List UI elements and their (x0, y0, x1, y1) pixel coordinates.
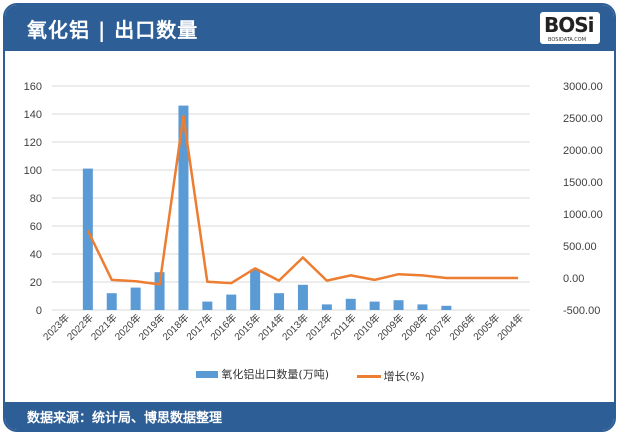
bosi-logo: BOSi BOSIDATA.COM (540, 12, 600, 44)
left-tick-label: 0 (36, 305, 42, 317)
bar (297, 284, 308, 310)
line-series (86, 114, 518, 286)
bar (441, 305, 452, 310)
footer-bar: 数据来源：统计局、博思数据整理 (5, 402, 614, 430)
bar-swatch-icon (196, 370, 219, 378)
right-tick-label: 500.00 (563, 241, 597, 253)
line-swatch-icon (356, 374, 381, 378)
x-tick-label: 2004年 (494, 311, 526, 343)
left-tick-label: 80 (30, 193, 42, 205)
bar (274, 293, 285, 310)
bar (226, 294, 237, 310)
legend-item-bar: 氧化铝出口数量(万吨) (196, 366, 329, 382)
left-axis-ticks: 0 20 40 60 80 100 120 140 160 (24, 81, 42, 317)
logo-subtext: BOSIDATA.COM (548, 37, 587, 43)
left-tick-label: 160 (24, 81, 42, 93)
legend: 氧化铝出口数量(万吨) 增长(%) (0, 366, 621, 384)
bar (130, 287, 141, 310)
x-tick-label: 2012年 (303, 311, 335, 343)
bar (154, 272, 165, 310)
right-tick-label: 1000.00 (563, 209, 603, 221)
x-axis-labels: 2023年2022年2021年2020年2019年2018年2017年2016年… (40, 311, 526, 343)
growth-line (86, 114, 518, 286)
bar (250, 269, 261, 310)
bar (82, 168, 93, 310)
bar (321, 304, 332, 310)
bar (393, 300, 404, 310)
header-bar: 氧化铝 | 出口数量 BOSi BOSIDATA.COM (5, 5, 614, 51)
bar (345, 298, 356, 310)
left-tick-label: 100 (24, 165, 42, 177)
right-tick-label: 0.00 (563, 273, 584, 285)
legend-line-label: 增长(%) (383, 370, 425, 383)
bar (106, 293, 117, 310)
right-axis-ticks: -500.00 0.00 500.00 1000.00 1500.00 2000.00 25… (563, 81, 603, 317)
left-tick-label: 40 (30, 249, 42, 261)
chart-title: 氧化铝 | 出口数量 (27, 18, 199, 42)
bar (178, 105, 189, 310)
logo-text: BOSi (544, 13, 595, 37)
right-tick-label: 2000.00 (563, 145, 603, 157)
bar-series (82, 105, 452, 310)
chart-card: 氧化铝 | 出口数量 BOSi BOSIDATA.COM 数据来源：统计局、博思… (3, 3, 616, 432)
left-tick-label: 20 (30, 277, 42, 289)
left-tick-label: 60 (30, 221, 42, 233)
data-source-text: 数据来源：统计局、博思数据整理 (27, 411, 223, 426)
left-tick-label: 140 (24, 109, 42, 121)
bar (369, 301, 380, 310)
right-tick-label: 2500.00 (563, 113, 603, 125)
left-tick-label: 120 (24, 137, 42, 149)
gridlines (52, 85, 530, 311)
legend-item-line: 增长(%) (356, 368, 425, 384)
bar (417, 304, 428, 310)
legend-bar-label: 氧化铝出口数量(万吨) (221, 368, 330, 381)
right-tick-label: 3000.00 (563, 81, 603, 93)
right-tick-label: -500.00 (563, 305, 600, 317)
right-tick-label: 1500.00 (563, 177, 603, 189)
bar (202, 301, 213, 310)
